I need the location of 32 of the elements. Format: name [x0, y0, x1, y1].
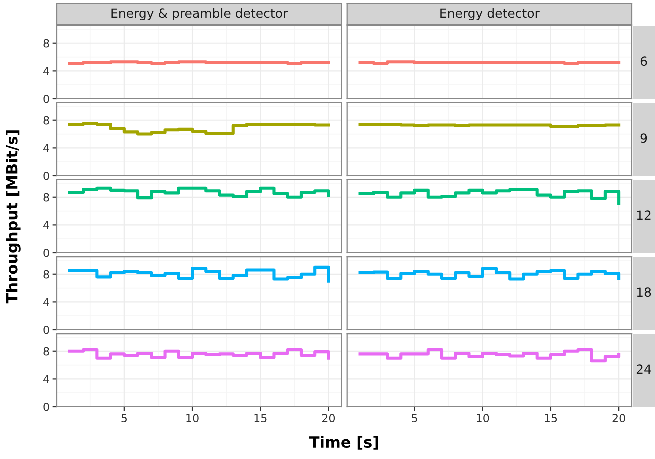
x-tick-label: 10	[477, 414, 490, 423]
y-tick-label: 0	[44, 248, 50, 258]
y-tick-label: 8	[44, 116, 50, 125]
y-tick-label: 0	[44, 172, 50, 180]
y-tick-label: 8	[44, 193, 50, 202]
x-tick-label: 5	[412, 414, 418, 423]
y-tick-label: 0	[44, 94, 50, 104]
chart-title: Energy & preamble detector	[112, 8, 288, 21]
y2-axis-title: 9	[640, 134, 648, 144]
y-tick-label: 0	[44, 402, 50, 412]
y2-axis-title: 24	[636, 364, 652, 374]
y-tick-label: 4	[44, 375, 50, 384]
x-tick-label: 20	[322, 414, 336, 423]
y-tick-label: 4	[44, 144, 50, 152]
y-tick-label: 8	[44, 270, 50, 279]
y-tick-label: 8	[44, 39, 50, 48]
y2-axis-title: 18	[637, 288, 652, 298]
x-tick-label: 10	[186, 414, 199, 423]
y-axis-title: Throughput [MBit/s]	[6, 130, 21, 304]
x-tick-label: 5	[122, 414, 127, 423]
x-tick-label: 20	[612, 414, 626, 423]
y-tick-label: 0	[44, 326, 50, 334]
y-tick-label: 4	[44, 67, 50, 76]
y-tick-label: 4	[44, 298, 50, 306]
y-tick-label: 8	[44, 347, 50, 356]
y2-axis-title: 12	[637, 210, 651, 220]
chart-title: Energy detector	[440, 8, 540, 21]
x-axis-title: Time [s]	[309, 436, 378, 450]
y2-axis-title: 6	[640, 56, 648, 66]
x-tick-label: 15	[254, 414, 267, 423]
x-tick-label: 15	[545, 414, 558, 423]
y-tick-label: 4	[44, 221, 50, 230]
